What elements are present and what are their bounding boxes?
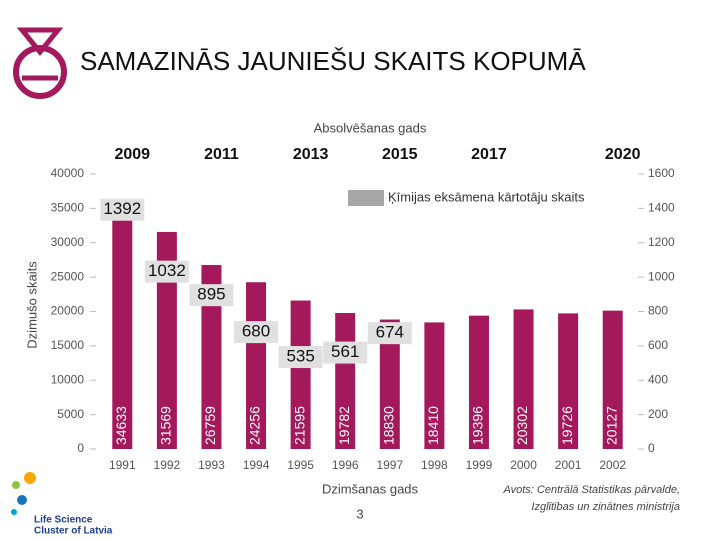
value-label: 19726	[559, 406, 575, 445]
y-tick-label: 5000	[57, 407, 84, 421]
y2-point-label-box	[100, 198, 145, 221]
x-tick-label: 1997	[376, 458, 403, 472]
bar	[379, 319, 400, 449]
y2-value-label: 1392	[103, 199, 141, 218]
y2-point-label-box	[367, 322, 412, 345]
x-tick-label: 1995	[287, 458, 314, 472]
y2-value-label: 680	[242, 322, 270, 341]
y2-value-label: 535	[286, 347, 314, 366]
y-tick-label: 10000	[51, 372, 85, 386]
x-tick-label: 1994	[243, 458, 270, 472]
x-tick-label: 1993	[198, 458, 225, 472]
x-tick-label: 1991	[109, 458, 136, 472]
y-tick-label: 20000	[51, 304, 85, 318]
logo-text: Cluster of Latvia	[34, 526, 113, 537]
chart-title: SAMAZINĀS JAUNIEŠU SKAITS KOPUMĀ	[80, 46, 586, 76]
x-tick-label: 1999	[466, 458, 493, 472]
y-tick-label: 25000	[51, 269, 85, 283]
value-label: 21595	[291, 406, 307, 445]
x2-axis-title: Absolvēšanas gads	[314, 120, 427, 135]
bar	[201, 265, 222, 449]
source: Izglītības un zinātnes ministrija	[531, 501, 680, 513]
legend-swatch	[348, 190, 384, 206]
value-label: 31569	[158, 406, 174, 445]
y-tick-label: 35000	[51, 201, 85, 215]
y-axis-title: Dzimušo skaits	[24, 261, 39, 349]
y2-tick-label: 1200	[648, 235, 675, 249]
x-tick-label: 2002	[599, 458, 626, 472]
x-tick-label: 2001	[555, 458, 582, 472]
bar	[424, 322, 445, 449]
x-tick-label: 1992	[154, 458, 181, 472]
y-tick-label: 30000	[51, 235, 85, 249]
y2-point-label-box	[144, 260, 189, 283]
y-tick-label: 40000	[51, 166, 85, 180]
y2-tick-label: 1000	[648, 269, 675, 283]
y2-value-label: 561	[331, 342, 359, 361]
y2-point-label-box	[189, 284, 234, 307]
value-label: 26759	[202, 406, 218, 445]
x-tick-label: 1996	[332, 458, 359, 472]
x2-tick-label: 2020	[605, 146, 641, 163]
value-label: 18410	[425, 406, 441, 445]
y2-tick-label: 1600	[648, 166, 675, 180]
x2-tick-label: 2011	[204, 146, 239, 163]
bar	[468, 315, 489, 449]
logo-emblem	[13, 27, 67, 99]
value-label: 20127	[603, 406, 619, 445]
x2-tick-label: 2013	[293, 146, 329, 163]
x2-tick-label: 2015	[382, 146, 418, 163]
y2-tick-label: 0	[648, 441, 655, 455]
bar	[513, 309, 534, 449]
y2-point-label-box	[278, 346, 323, 369]
x-tick-label: 1998	[421, 458, 448, 472]
y2-tick-label: 200	[648, 407, 668, 421]
value-label: 34633	[113, 406, 129, 445]
y2-value-label: 674	[376, 323, 404, 342]
value-label: 20302	[514, 406, 530, 445]
bar	[156, 231, 177, 449]
bar	[558, 313, 579, 449]
bar	[112, 210, 133, 449]
y2-tick-label: 400	[648, 372, 668, 386]
y2-point-label-box	[234, 321, 279, 344]
y2-point-label-box	[323, 341, 368, 364]
logo-dots	[11, 472, 36, 515]
x2-tick-label: 2009	[114, 146, 150, 163]
y2-tick-label: 800	[648, 304, 668, 318]
page-number: 3	[356, 506, 363, 521]
x-tick-label: 2000	[510, 458, 537, 472]
y2-value-label: 1032	[148, 261, 186, 280]
bar	[602, 310, 623, 449]
y2-tick-label: 1400	[648, 201, 675, 215]
y2-tick-label: 600	[648, 338, 668, 352]
x2-tick-label: 2017	[471, 146, 507, 163]
legend-label: Ķīmijas eksāmena kārtotāju skaits	[388, 189, 585, 204]
value-label: 19396	[470, 406, 486, 445]
value-label: 18830	[380, 406, 396, 445]
y-tick-label: 15000	[51, 338, 85, 352]
logo-text: Life Science	[34, 515, 93, 526]
value-label: 24256	[247, 406, 263, 445]
source: Avots: Centrālā Statistikas pārvalde,	[503, 484, 681, 496]
bar	[290, 300, 311, 449]
y2-value-label: 895	[197, 285, 225, 304]
value-label: 19782	[336, 406, 352, 445]
x-axis-title: Dzimšanas gads	[322, 481, 419, 496]
y-tick-label: 0	[77, 441, 84, 455]
